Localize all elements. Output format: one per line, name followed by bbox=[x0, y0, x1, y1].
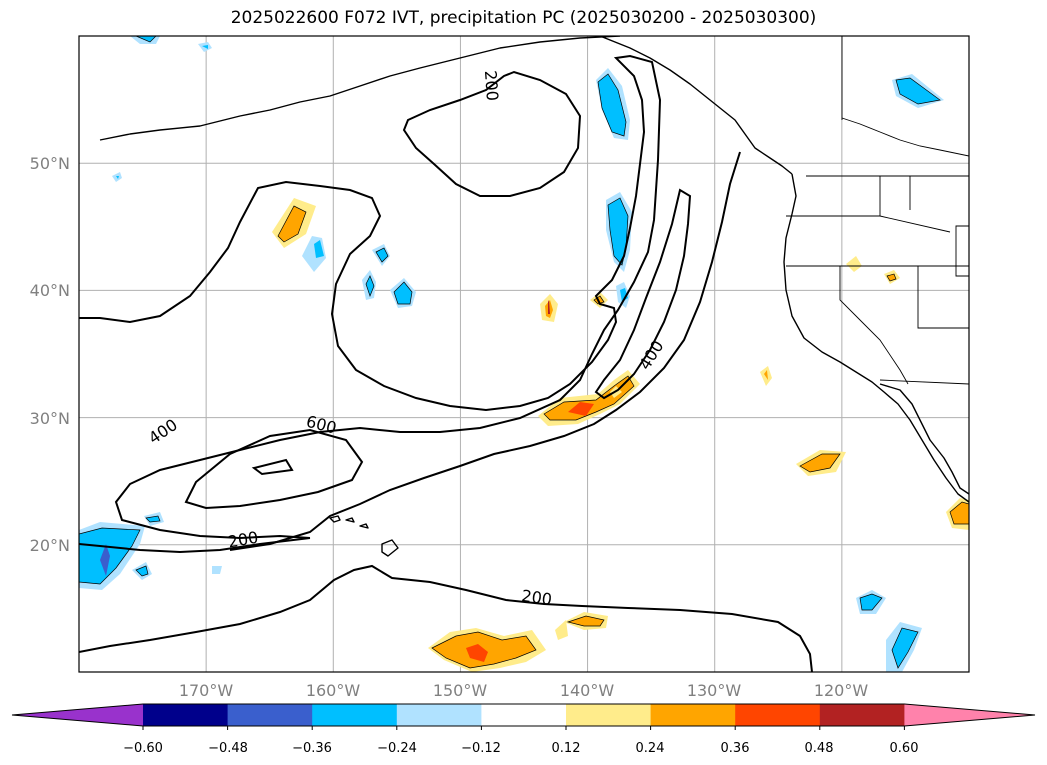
colorbar-segment-7 bbox=[650, 704, 736, 726]
map-frame bbox=[78, 35, 970, 673]
lon-label-170w: 170°W bbox=[179, 681, 234, 700]
colorbar-segment-9 bbox=[819, 704, 905, 726]
colorbar-segment-1 bbox=[143, 704, 229, 726]
colorbar-label-5: −0.12 bbox=[461, 741, 501, 756]
colorbar-segment-4 bbox=[396, 704, 482, 726]
colorbar-label-7: 0.24 bbox=[636, 741, 665, 756]
longitude-labels: 170°W 160°W 150°W 140°W 130°W 120°W bbox=[179, 681, 869, 700]
colorbar-labels: −0.60 −0.48 −0.36 −0.24 −0.12 0.12 0.24 … bbox=[123, 741, 918, 756]
coastlines bbox=[99, 36, 969, 557]
lat-label-30: 30°N bbox=[30, 409, 70, 428]
contour-label-200-north: 200 bbox=[481, 70, 502, 102]
lon-label-160w: 160°W bbox=[306, 681, 361, 700]
colorbar-segment-5 bbox=[481, 704, 567, 726]
lon-label-140w: 140°W bbox=[560, 681, 615, 700]
colorbar-label-4: −0.24 bbox=[377, 741, 417, 756]
colorbar-label-2: −0.48 bbox=[208, 741, 248, 756]
colorbar-segment-6 bbox=[566, 704, 652, 726]
colorbar-label-1: −0.60 bbox=[123, 741, 163, 756]
lon-label-130w: 130°W bbox=[687, 681, 742, 700]
map-area[interactable] bbox=[79, 36, 969, 672]
colorbar-segment-3 bbox=[312, 704, 398, 726]
colorbar-segment-8 bbox=[735, 704, 821, 726]
colorbar-extend-high bbox=[904, 704, 1035, 726]
precip-negative-shading bbox=[79, 36, 944, 672]
colorbar-label-6: 0.12 bbox=[552, 741, 581, 756]
lat-label-50: 50°N bbox=[30, 154, 70, 173]
colorbar-extend-low bbox=[12, 704, 143, 726]
gridlines bbox=[79, 36, 969, 672]
lat-label-20: 20°N bbox=[30, 536, 70, 555]
colorbar-segment-2 bbox=[227, 704, 313, 726]
ivt-contours bbox=[79, 54, 813, 672]
latitude-labels: 50°N 40°N 30°N 20°N bbox=[30, 154, 70, 555]
page-title: 2025022600 F072 IVT, precipitation PC (2… bbox=[230, 8, 817, 28]
lon-label-150w: 150°W bbox=[433, 681, 488, 700]
precip-positive-shading bbox=[272, 198, 969, 672]
lon-label-120w: 120°W bbox=[814, 681, 869, 700]
lat-label-40: 40°N bbox=[30, 281, 70, 300]
contour-label-200-south: 200 bbox=[520, 586, 553, 609]
colorbar-label-9: 0.48 bbox=[805, 741, 834, 756]
colorbar bbox=[11, 703, 1036, 730]
colorbar-label-8: 0.36 bbox=[721, 741, 750, 756]
colorbar-label-10: 0.60 bbox=[890, 741, 919, 756]
colorbar-label-3: −0.36 bbox=[292, 741, 332, 756]
political-borders bbox=[786, 36, 969, 385]
